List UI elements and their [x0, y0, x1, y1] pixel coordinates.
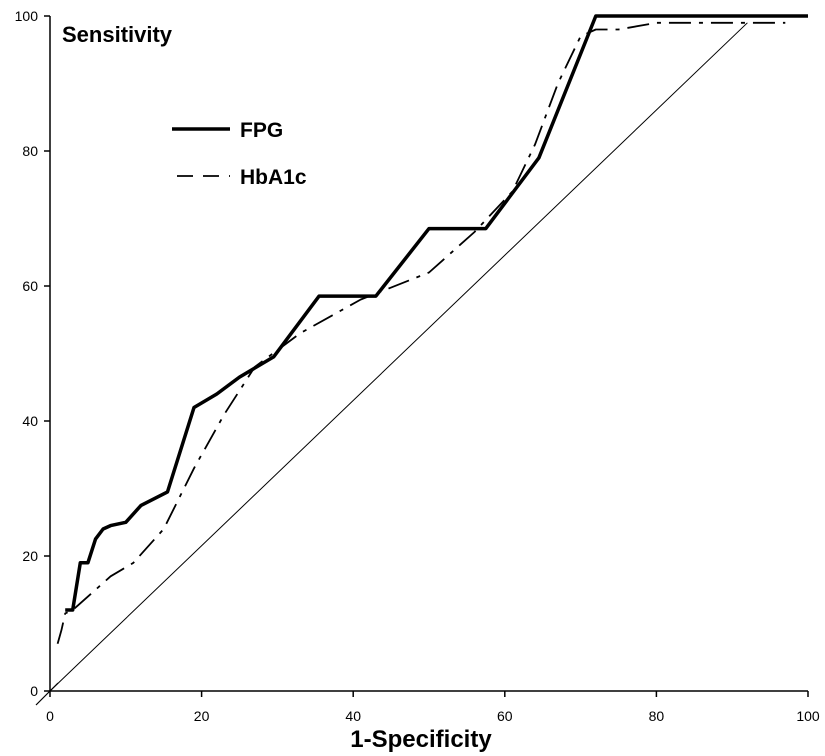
y-tick-label: 80: [22, 143, 38, 159]
y-tick-label: 20: [22, 548, 38, 564]
x-tick-label: 60: [497, 708, 513, 724]
y-tick-label: 100: [15, 8, 39, 24]
reference-diagonal-line: [49, 22, 748, 692]
x-tick-label: 20: [194, 708, 210, 724]
x-axis-title: 1-Specificity: [350, 726, 492, 753]
x-tick-label: 80: [649, 708, 665, 724]
series-line-hba1c: [56, 21, 786, 645]
legend-label-fpg: FPG: [240, 119, 283, 142]
y-tick-label: 60: [22, 278, 38, 294]
y-tick-label: 0: [30, 683, 38, 699]
series-line-fpg: [65, 14, 808, 612]
x-tick-label: 100: [796, 708, 820, 724]
y-axis-title: Sensitivity: [62, 22, 173, 47]
axes: 0 20 40 60 80 100 0 20 40 60 80 100: [15, 8, 820, 724]
x-tick-label: 40: [345, 708, 361, 724]
series-layer: [49, 14, 808, 692]
y-tick-label: 40: [22, 413, 38, 429]
x-tick-label: 0: [46, 708, 54, 724]
legend-label-hba1c: HbA1c: [240, 166, 307, 189]
legend: FPG HbA1c: [172, 119, 307, 189]
